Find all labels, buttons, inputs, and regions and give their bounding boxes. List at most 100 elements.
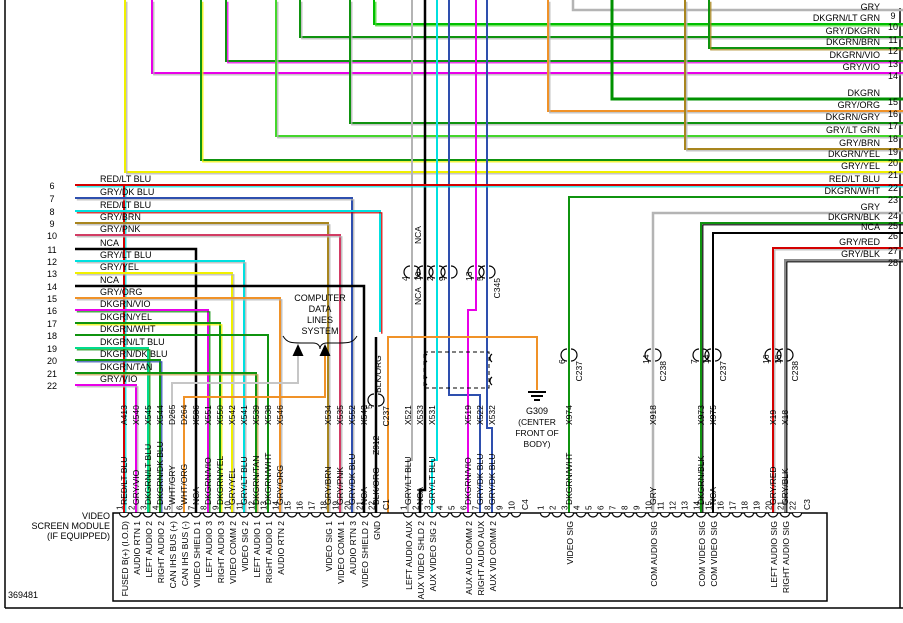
- inline-connector-icon: [644, 348, 652, 362]
- pin-number: 15: [705, 501, 714, 510]
- pin-arc: [322, 512, 334, 518]
- inline-connector-icon: [692, 348, 700, 362]
- pin-function-label: COM VIDEO SIG: [697, 521, 707, 587]
- connector-hook-icon: [424, 376, 428, 386]
- pin-number: 9: [212, 505, 221, 510]
- pin-number: 6: [176, 505, 185, 510]
- left-pin-number: 18: [47, 331, 57, 341]
- pin-arc: [118, 512, 130, 518]
- pin-function-label: AUX VID COMM 2: [488, 521, 498, 592]
- right-wire-label: GRY/BRN: [839, 138, 880, 148]
- wire-row9-gry-brn: [75, 222, 329, 513]
- left-wire-label: DKGRN/YEL: [100, 312, 152, 322]
- pin-number: 16: [717, 501, 726, 510]
- pin-number: 6: [597, 505, 606, 510]
- data-line-arrow-icon: [319, 344, 331, 356]
- circuit-label: X975: [708, 405, 718, 425]
- pin-number: 4: [573, 505, 582, 510]
- wire-dkgrn-brn-trunk: [708, 0, 903, 49]
- left-wire-label: DKGRN/LT BLU: [100, 337, 165, 347]
- pin-arc: [226, 512, 238, 518]
- wire-row22-gry-vio: [75, 384, 137, 513]
- pin-number: 2: [549, 505, 558, 510]
- left-wire-label: NCA: [100, 275, 119, 285]
- pin-arc: [190, 512, 202, 518]
- left-pin-number: 6: [49, 181, 54, 191]
- pin-number: 1: [116, 505, 125, 510]
- left-pin-number: 8: [49, 207, 54, 217]
- wire-stripe-row17-dkgrn-yel: [76, 324, 223, 515]
- wire-stripe-row22-gry-vio: [76, 386, 139, 515]
- left-wire-label: GRY/DK BLU: [100, 187, 154, 197]
- pin-arc: [647, 512, 659, 518]
- wire-name-label: NCA: [413, 226, 423, 244]
- pin-arc: [498, 512, 510, 518]
- inline-connector-icon: [654, 348, 662, 362]
- wire-color-label: DKGRN/YEL: [215, 456, 225, 505]
- pin-arc: [358, 512, 370, 518]
- left-pin-number: 13: [47, 269, 57, 279]
- circuit-label: D265: [167, 404, 177, 425]
- pin-arc: [731, 512, 743, 518]
- right-pin-number: 11: [888, 35, 897, 45]
- pin-arc: [310, 512, 322, 518]
- wire-row27-gry-red: [772, 247, 903, 513]
- pin-function-label: VIDEO COMM 1: [336, 521, 346, 584]
- left-wire-label: GRY/VIO: [100, 374, 137, 384]
- wire-row20-dkgrn-dkblu: [75, 359, 161, 513]
- inline-connector-pin: 15: [773, 354, 783, 364]
- pin-number: 22: [368, 501, 377, 510]
- circuit-label: X542: [227, 405, 237, 425]
- pin-arc: [587, 512, 599, 518]
- left-pin-number: 10: [47, 231, 57, 241]
- wire-name-label: NCA: [413, 287, 423, 305]
- pin-arc: [659, 512, 671, 518]
- circuit-label: X522: [475, 405, 485, 425]
- inline-connector-name: C237: [574, 361, 584, 382]
- inline-connector-name: C238: [790, 361, 800, 382]
- wire-gry-org-trunk: [547, 0, 903, 112]
- pin-function-label: LEFT AUDIO SIG: [769, 521, 779, 587]
- pin-function-label: VIDEO SHIELD 2: [360, 521, 370, 588]
- computer-data-lines-label: DATA: [309, 304, 332, 314]
- right-pin-number: 23: [888, 195, 898, 205]
- pin-arc: [779, 512, 791, 518]
- wire-stripe-dkgrn-vio-trunk: [227, 1, 903, 64]
- left-wire-label: NCA: [100, 238, 119, 248]
- pin-function-label: RIGHT AUDIO 1: [264, 521, 274, 583]
- pin-number: 11: [657, 501, 666, 510]
- right-wire-label: DKGRN/BLK: [828, 212, 880, 222]
- wire-row21-dkgrn-tan: [75, 372, 257, 513]
- wire-gry-ltblu-trunk: [407, 0, 413, 513]
- wire-stripe-row28-gry-blk: [786, 261, 903, 515]
- pin-number: 18: [741, 501, 750, 510]
- wire-gry-ltgrn-trunk: [275, 0, 903, 137]
- pin-function-label: AUX VIDEO SHLD 2: [416, 521, 426, 600]
- circuit-label: D264: [179, 404, 189, 425]
- pin-number: 18: [320, 501, 329, 510]
- pin-number: 14: [272, 501, 281, 510]
- wire-stripe-row13-gry-yel: [76, 274, 235, 515]
- pin-arc: [154, 512, 166, 518]
- wire-color-label: GRY/BLK: [780, 468, 790, 505]
- pin-arc: [551, 512, 563, 518]
- pin-number: 7: [609, 505, 618, 510]
- pin-number: 5: [164, 505, 173, 510]
- pin-arc: [635, 512, 647, 518]
- wire-color-label: GRY/DK BLU: [347, 454, 357, 505]
- left-pin-number: 21: [47, 369, 57, 379]
- inline-connector-icon: [477, 265, 485, 279]
- inline-connector-icon: [403, 265, 411, 279]
- pin-number: 4: [436, 505, 445, 510]
- wire-row23-dkgrn-wht: [568, 196, 903, 513]
- wire-gry-vio-trunk: [151, 0, 903, 74]
- wire-row7-gry-dkblu: [75, 197, 353, 513]
- pin-arc: [707, 512, 719, 518]
- right-pin-number: 17: [888, 121, 898, 131]
- pin-arc: [611, 512, 623, 518]
- pin-function-label: AUDIO RTN 1: [132, 521, 142, 575]
- wire-row18-dkgrn-wht: [75, 334, 269, 513]
- pin-arc: [695, 512, 707, 518]
- pin-arc: [414, 512, 426, 518]
- pin-arc: [214, 512, 226, 518]
